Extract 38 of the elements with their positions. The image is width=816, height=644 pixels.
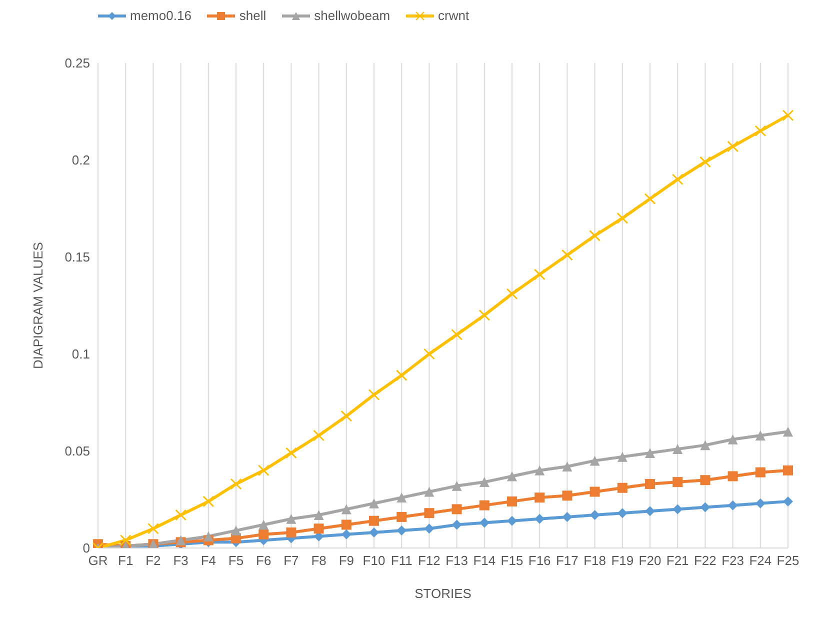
x-tick-label: F22	[694, 553, 716, 568]
y-tick-label: 0.1	[72, 346, 90, 362]
x-tick-label: F16	[528, 553, 551, 568]
x-tick-label: F10	[362, 553, 386, 568]
x-tick-label: F2	[146, 553, 161, 568]
y-tick-label: 0.15	[64, 250, 90, 265]
x-tick-label: F11	[390, 553, 412, 568]
x-tick-label: F8	[311, 553, 326, 568]
x-tick-label: F15	[500, 553, 524, 568]
x-tick-label: F17	[556, 553, 578, 568]
x-tick-label: GR	[88, 553, 108, 568]
x-axis-title: STORIES	[414, 586, 472, 601]
x-tick-label: F25	[776, 553, 800, 568]
x-tick-label: F14	[473, 553, 496, 568]
x-tick-label: F5	[228, 553, 244, 568]
y-tick-label: 0.05	[64, 444, 90, 459]
x-tick-label: F23	[722, 553, 744, 568]
legend-label: memo0.16	[130, 8, 192, 23]
y-tick-label: 0	[82, 540, 90, 556]
x-tick-label: F21	[666, 553, 689, 568]
x-tick-label: F20	[638, 553, 662, 568]
y-axis-title: DIAPIGRAM VALUES	[30, 242, 46, 369]
x-tick-label: F3	[173, 553, 188, 568]
x-tick-label: F1	[118, 553, 134, 568]
legend-label: shellwobeam	[314, 8, 390, 23]
legend-label: shell	[239, 8, 266, 23]
x-tick-label: F13	[446, 553, 468, 568]
y-tick-label: 0.25	[64, 56, 90, 71]
x-tick-label: F18	[584, 553, 606, 568]
x-tick-label: F12	[418, 553, 440, 568]
x-tick-label: F7	[284, 553, 299, 568]
x-tick-label: F4	[200, 553, 216, 568]
x-tick-label: F6	[256, 553, 272, 568]
legend-label: crwnt	[438, 8, 470, 23]
x-tick-label: F19	[611, 553, 634, 568]
y-tick-label: 0.2	[72, 152, 90, 168]
x-tick-label: F9	[338, 553, 354, 568]
x-tick-label: F24	[749, 553, 772, 568]
